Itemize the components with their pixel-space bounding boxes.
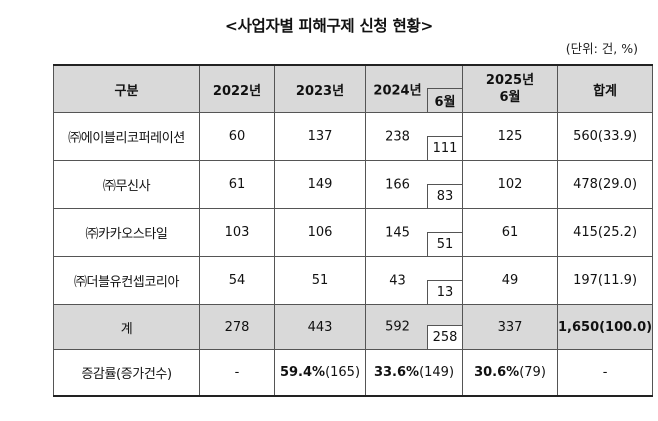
table-row: ㈜무신사 61 149 166 83 102 478(29.0) [53,160,654,209]
cell-2025-june: 102 [462,160,558,209]
cell-2024-june: 111 [427,136,462,160]
cell-total: 415(25.2) [556,208,654,257]
rate-2025-pct: 30.6% [474,365,520,380]
header-row: 구분 2022년 2023년 2024년 6월 2025년 6월 합계 [53,64,654,113]
cell-2023: 443 [274,304,366,350]
cell-2023: 149 [274,160,366,209]
cell-2024-value: 166 [385,177,410,192]
cell-total: 1,650(100.0) [556,304,654,350]
header-2022: 2022년 [199,64,275,113]
cell-2022: - [199,349,275,397]
header-2025-june: 2025년 6월 [462,64,558,113]
header-2024-june: 6월 [427,88,462,112]
rate-row: 증감률(증가건수) - 59.4%(165) 33.6%(149) 30.6%(… [53,349,654,397]
cell-2024: 43 13 [365,256,463,305]
header-2025-line1: 2025년 [485,73,535,88]
complaint-table: 구분 2022년 2023년 2024년 6월 2025년 6월 합계 ㈜에이블… [53,64,654,397]
unit-label: (단위: 건, %) [565,41,638,56]
cell-2024-value: 145 [385,225,410,240]
cell-2022: 61 [199,160,275,209]
cell-total: 560(33.9) [556,112,654,161]
rate-2023-cnt: (165) [325,365,361,380]
cell-2024-value: 238 [385,129,410,144]
cell-total: - [556,349,654,397]
cell-2022: 278 [199,304,275,350]
table-row: ㈜에이블리코퍼레이션 60 137 238 111 125 560(33.9) [53,112,654,161]
header-category: 구분 [53,64,200,113]
page-title: <사업자별 피해구제 신청 현황> [224,17,434,35]
cell-2022: 103 [199,208,275,257]
cell-2022: 60 [199,112,275,161]
cell-2024-june: 13 [427,280,462,304]
table-row: ㈜더블유컨셉코리아 54 51 43 13 49 197(11.9) [53,256,654,305]
cell-total: 197(11.9) [556,256,654,305]
cell-2024: 592 258 [365,304,463,350]
cell-2024: 145 51 [365,208,463,257]
cell-2024: 33.6%(149) [365,349,463,397]
header-2024-label: 2024년 [373,83,422,99]
rate-2024-pct: 33.6% [373,365,420,380]
row-name: 계 [53,304,200,350]
cell-2024-june: 258 [427,325,462,349]
rate-2023-pct: 59.4% [279,365,326,380]
total-row: 계 278 443 592 258 337 1,650(100.0) [53,304,654,350]
header-total: 합계 [556,64,654,113]
header-2023: 2023년 [274,64,366,113]
row-name: ㈜카카오스타일 [53,208,200,257]
cell-2023: 137 [274,112,366,161]
cell-2024-june: 83 [427,184,462,208]
cell-2024: 238 111 [365,112,463,161]
cell-2023: 106 [274,208,366,257]
rate-2024-cnt: (149) [419,365,455,380]
cell-2025-june: 49 [462,256,558,305]
cell-2022: 54 [199,256,275,305]
row-name: ㈜무신사 [53,160,200,209]
cell-2025-june: 30.6%(79) [462,349,558,397]
cell-2024-june: 51 [427,232,462,256]
cell-2023: 59.4%(165) [274,349,366,397]
row-name: 증감률(증가건수) [53,349,200,397]
cell-2024-value: 592 [385,319,410,335]
cell-2025-june: 125 [462,112,558,161]
cell-2023: 51 [274,256,366,305]
table-row: ㈜카카오스타일 103 106 145 51 61 415(25.2) [53,208,654,257]
cell-2024: 166 83 [365,160,463,209]
cell-2025-june: 61 [462,208,558,257]
header-2024: 2024년 6월 [365,64,463,113]
rate-2025-cnt: (79) [519,365,546,380]
row-name: ㈜에이블리코퍼레이션 [53,112,200,161]
header-2025-line2: 6월 [499,90,521,105]
row-name: ㈜더블유컨셉코리아 [53,256,200,305]
cell-2025-june: 337 [462,304,558,350]
cell-2024-value: 43 [389,273,406,288]
cell-total: 478(29.0) [556,160,654,209]
